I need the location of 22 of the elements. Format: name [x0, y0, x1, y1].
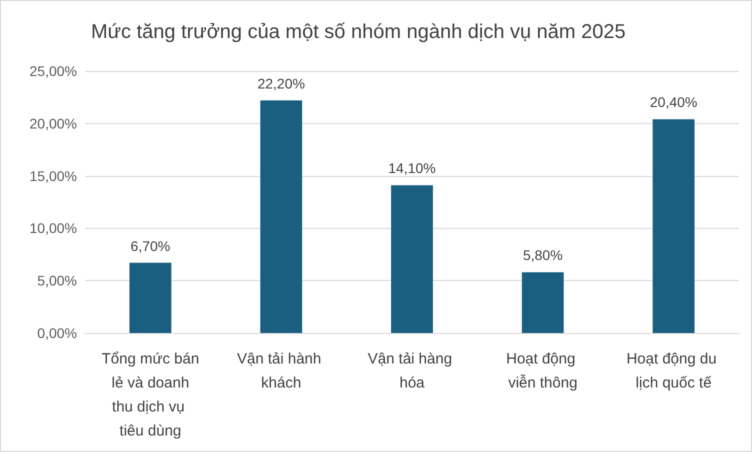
data-label: 22,20% [257, 75, 305, 92]
y-tick-label: 15,00% [30, 168, 77, 184]
bar [652, 119, 695, 333]
x-tick-label: Vận tải hành khách [236, 350, 326, 392]
bar [129, 262, 172, 333]
x-tick-label: Hoạt động viễn thông [506, 350, 580, 392]
bar [391, 185, 433, 333]
data-label: 5,80% [522, 247, 563, 264]
x-tick-label: Hoạt động du lịch quốc tế [626, 350, 721, 392]
data-label: 6,70% [130, 238, 170, 254]
x-tick-label: Vận tải hàng hóa [368, 350, 456, 392]
y-tick-label: 20,00% [30, 115, 77, 132]
bar [522, 272, 564, 333]
x-tick-label: Tổng mức bán lẻ và doanh thu dịch vụ tiêu dùng [102, 350, 200, 440]
y-tick-label: 10,00% [30, 220, 77, 236]
y-tick-label: 25,00% [30, 63, 77, 79]
bar [260, 100, 302, 333]
y-tick-label: 5,00% [37, 272, 77, 289]
chart-title: Mức tăng trưởng của một số nhóm ngành dịch vụ năm 2025 [91, 21, 626, 43]
y-tick-label: 0,00% [37, 325, 77, 341]
data-label: 20,40% [650, 94, 698, 110]
data-label: 14,10% [388, 160, 436, 176]
